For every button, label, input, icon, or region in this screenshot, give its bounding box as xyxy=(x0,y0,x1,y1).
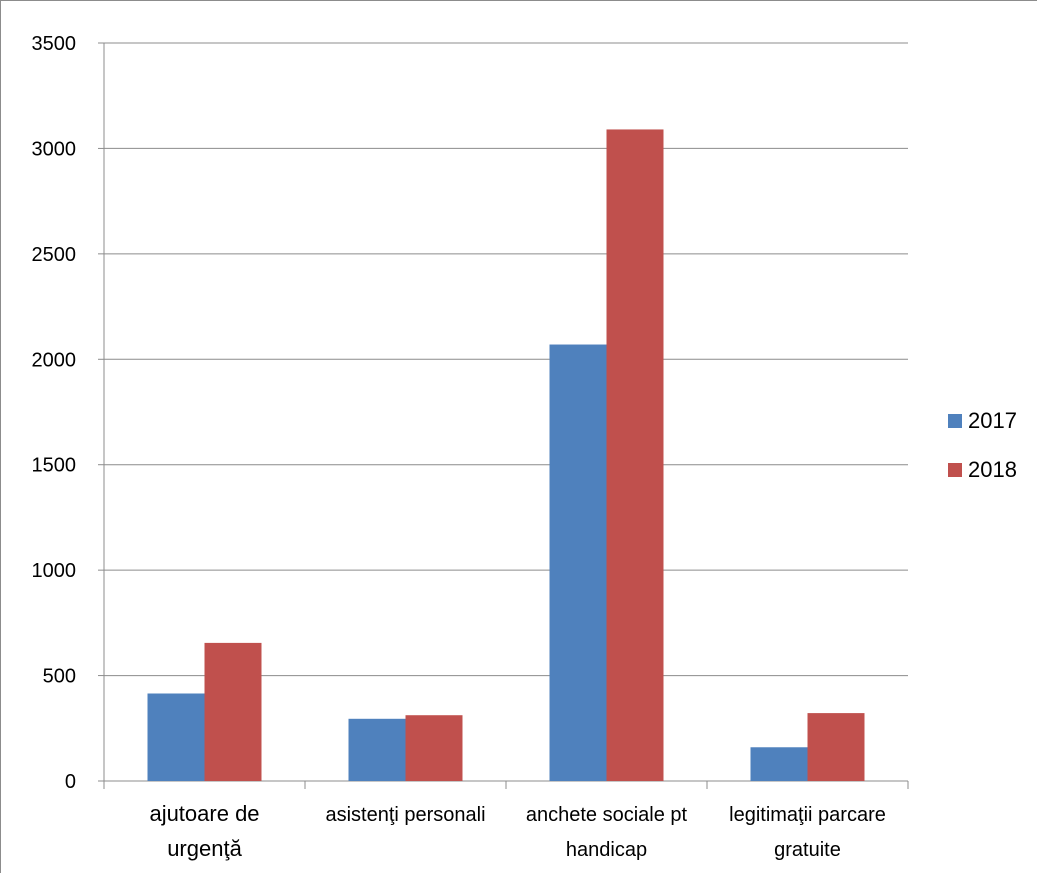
y-tick-label-1500: 1500 xyxy=(32,455,77,477)
y-tick-label-3000: 3000 xyxy=(32,138,77,160)
bar-2018-3 xyxy=(807,713,865,781)
legend-swatch-2018 xyxy=(948,463,962,477)
x-tick-label-line-1-0: asistenţi personali xyxy=(325,804,485,826)
legend-label-2018: 2018 xyxy=(968,457,1017,482)
x-tick-label-2: anchete sociale pt handicap xyxy=(526,804,688,861)
x-tick-label-line-2-1: handicap xyxy=(566,839,647,861)
bar-2017-1 xyxy=(348,718,406,781)
y-tick-label-0: 0 xyxy=(65,771,76,793)
x-tick-label-1: asistenţi personali xyxy=(325,804,485,826)
bar-2017-3 xyxy=(750,747,808,781)
legend-item-2017: 2017 xyxy=(948,405,1037,437)
x-tick-label-line-0-0: ajutoare de xyxy=(149,801,259,826)
bar-2017-2 xyxy=(549,344,607,781)
y-tick-label-2500: 2500 xyxy=(32,244,77,266)
x-tick-label-line-3-1: gratuite xyxy=(774,839,841,861)
x-tick-label-0: ajutoare de urgenţă xyxy=(149,801,259,861)
bar-2017-0 xyxy=(147,693,205,781)
y-tick-label-500: 500 xyxy=(43,666,76,688)
legend-swatch-2017 xyxy=(948,414,962,428)
legend-item-2018: 2018 xyxy=(948,454,1037,486)
x-tick-label-line-3-0: legitimaţii parcare xyxy=(729,804,886,826)
x-tick-label-line-0-1: urgenţă xyxy=(167,836,242,861)
bar-2018-2 xyxy=(606,129,664,782)
bar-2018-1 xyxy=(405,715,463,781)
y-tick-label-1000: 1000 xyxy=(32,560,77,582)
legend-label-2017: 2017 xyxy=(968,408,1017,433)
y-tick-label-2000: 2000 xyxy=(32,349,77,371)
y-tick-label-3500: 3500 xyxy=(32,33,77,55)
legend: 2017 2018 xyxy=(948,405,1037,503)
bar-2018-0 xyxy=(204,642,262,781)
x-tick-label-line-2-0: anchete sociale pt xyxy=(526,804,688,826)
x-tick-label-3: legitimaţii parcare gratuite xyxy=(729,804,886,861)
